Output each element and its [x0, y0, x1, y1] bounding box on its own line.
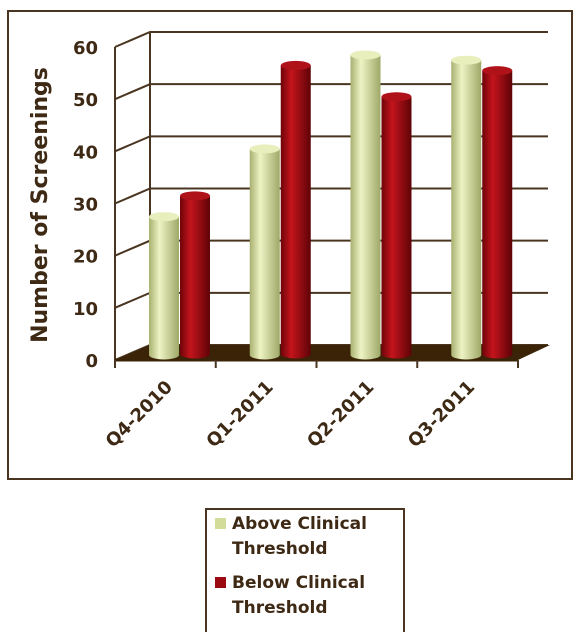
legend-swatch-below — [215, 577, 226, 588]
x-tick-labels: Q4-2010 Q1-2011 Q2-2011 Q3-2011 — [102, 377, 479, 452]
bars — [149, 50, 513, 360]
y-tick-label: 30 — [73, 195, 98, 216]
legend-label-below: Below Clinical Threshold — [232, 573, 366, 618]
legend: Above Clinical Threshold Below Clinical … — [205, 508, 405, 632]
bar-below-Q4-2010 — [180, 191, 210, 359]
chart: 0 10 20 30 40 50 60 Q4-2010 Q1-2011 Q2-2011 Q3-20… — [28, 31, 550, 452]
bar-below-Q3-2011 — [482, 66, 513, 359]
y-tick-label: 40 — [73, 142, 98, 163]
bar-above-Q1-2011 — [249, 144, 280, 360]
bar-below-Q2-2011 — [381, 92, 412, 359]
legend-label-above: Above Clinical Threshold — [232, 514, 367, 559]
legend-item-below: Below Clinical Threshold — [215, 571, 403, 621]
x-tick-label: Q1-2011 — [202, 377, 277, 452]
y-axis-label: Number of Screenings — [28, 67, 53, 343]
chart-floor — [114, 345, 550, 368]
legend-swatch-above — [215, 518, 226, 529]
legend-item-above: Above Clinical Threshold — [215, 512, 403, 562]
x-tick-label: Q2-2011 — [303, 377, 378, 452]
y-tick-label: 10 — [73, 299, 98, 320]
y-tick-labels: 0 10 20 30 40 50 60 — [73, 38, 98, 372]
y-tick-label: 60 — [73, 38, 98, 59]
y-tick-label: 50 — [73, 90, 98, 111]
bar-above-Q4-2010 — [149, 212, 179, 360]
x-tick-label: Q4-2010 — [102, 377, 177, 452]
y-tick-label: 20 — [73, 247, 98, 268]
bar-above-Q2-2011 — [350, 50, 381, 360]
y-tick-label: 0 — [85, 351, 98, 372]
gridline-60 — [114, 31, 548, 48]
floor-plane — [115, 345, 550, 360]
bar-below-Q1-2011 — [280, 60, 311, 359]
bar-above-Q3-2011 — [451, 55, 482, 360]
x-tick-label: Q3-2011 — [404, 377, 479, 452]
